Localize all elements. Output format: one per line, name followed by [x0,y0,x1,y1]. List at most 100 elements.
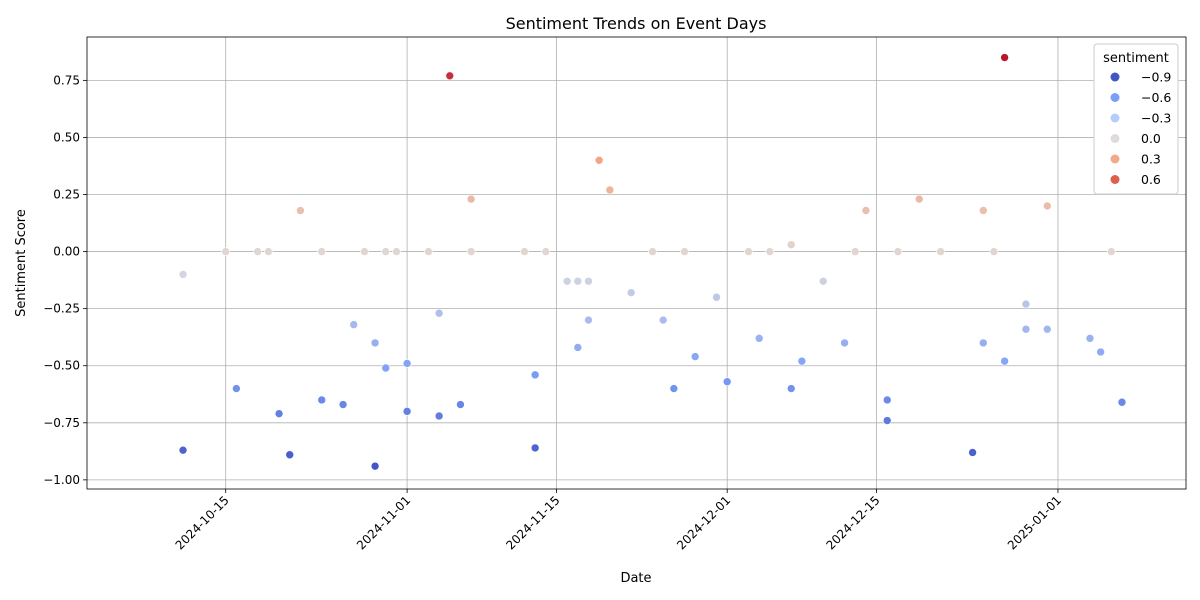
y-tick-label: −1.00 [43,473,80,487]
data-point [690,352,700,361]
data-point [520,247,529,256]
data-point [466,194,476,204]
data-point [232,384,241,393]
data-point [317,247,327,256]
legend-marker [1110,113,1120,123]
data-point [978,338,988,348]
legend-label: 0.3 [1141,152,1161,167]
data-point [466,247,476,256]
data-point [178,270,188,279]
data-point [434,308,444,318]
legend-label: −0.9 [1141,70,1171,85]
legend-label: −0.3 [1141,111,1171,126]
data-point [573,276,583,286]
data-point [530,370,540,380]
y-tick-label: 0.25 [53,188,80,202]
data-point [562,276,572,286]
data-point [797,356,807,366]
x-tick-label: 2024-11-15 [503,493,562,552]
legend: sentiment −0.9 −0.6 −0.3 0.0 0.3 0.6 [1093,43,1179,195]
data-point [882,416,892,425]
data-point [648,247,657,256]
data-point [989,247,999,256]
data-point [381,363,391,373]
legend-marker [1110,93,1120,102]
data-point [680,247,689,256]
data-point [274,409,284,418]
legend-entries: −0.9 −0.6 −0.3 0.0 0.3 0.6 [1110,70,1171,187]
data-point [765,247,775,256]
grid-lines [87,37,1186,489]
data-point [402,359,412,368]
data-point [1042,324,1052,334]
data-point [349,320,359,329]
data-point [1085,334,1095,343]
data-point [1107,247,1116,256]
data-point [530,443,540,453]
x-axis-ticks: 2024-10-15 2024-11-01 2024-11-15 2024-12-01… [173,489,1064,552]
y-tick-label: −0.75 [43,416,80,430]
data-point [1096,347,1105,357]
data-point [861,206,871,215]
legend-label: 0.6 [1141,172,1161,187]
data-point [978,206,988,215]
data-point [424,247,433,256]
data-point [712,292,721,302]
data-point [605,185,615,195]
x-tick-label: 2024-10-15 [173,493,232,552]
data-point [402,407,412,416]
data-point [370,461,380,471]
data-point [626,288,636,297]
data-point [178,445,188,455]
legend-marker [1110,175,1120,184]
data-point [434,411,444,421]
data-point [914,194,924,204]
legend-marker [1110,134,1120,143]
y-tick-label: 0.50 [53,130,80,144]
x-tick-label: 2025-01-01 [1005,493,1064,552]
data-point [882,395,892,405]
data-point [722,377,732,387]
data-point [1000,356,1009,366]
data-point [786,384,796,393]
data-point [669,384,679,393]
data-point [850,247,860,256]
data-point [818,276,828,286]
plot-area-frame [86,36,1187,490]
legend-title: sentiment [1103,51,1169,66]
y-axis-label: Sentiment Score [14,209,29,317]
data-point [221,247,231,256]
data-point [658,315,668,325]
data-point [840,338,849,348]
x-tick-label: 2024-12-01 [674,493,733,552]
y-tick-label: 0.00 [53,245,80,259]
data-point [584,315,593,325]
data-points [178,53,1127,471]
data-point [541,247,551,256]
legend-label: 0.0 [1141,131,1161,146]
data-point [1021,299,1031,309]
data-point [573,343,583,352]
data-point [893,247,903,256]
data-point [285,450,295,460]
data-point [253,247,263,256]
data-point [1021,324,1031,334]
data-point [381,247,391,256]
data-point [594,155,604,165]
legend-label: −0.6 [1141,90,1171,105]
x-tick-label: 2024-12-15 [823,493,882,552]
y-tick-label: 0.75 [53,73,80,87]
data-point [1042,201,1052,211]
legend-marker [1110,154,1120,164]
data-point [370,338,380,348]
data-point [744,247,753,256]
data-point [968,448,977,457]
data-point [1117,397,1127,407]
x-axis-label: Date [620,571,651,586]
data-point [360,247,369,256]
y-tick-label: −0.50 [43,359,80,373]
y-tick-label: −0.25 [43,302,80,316]
data-point [754,334,764,343]
data-point [936,247,945,256]
